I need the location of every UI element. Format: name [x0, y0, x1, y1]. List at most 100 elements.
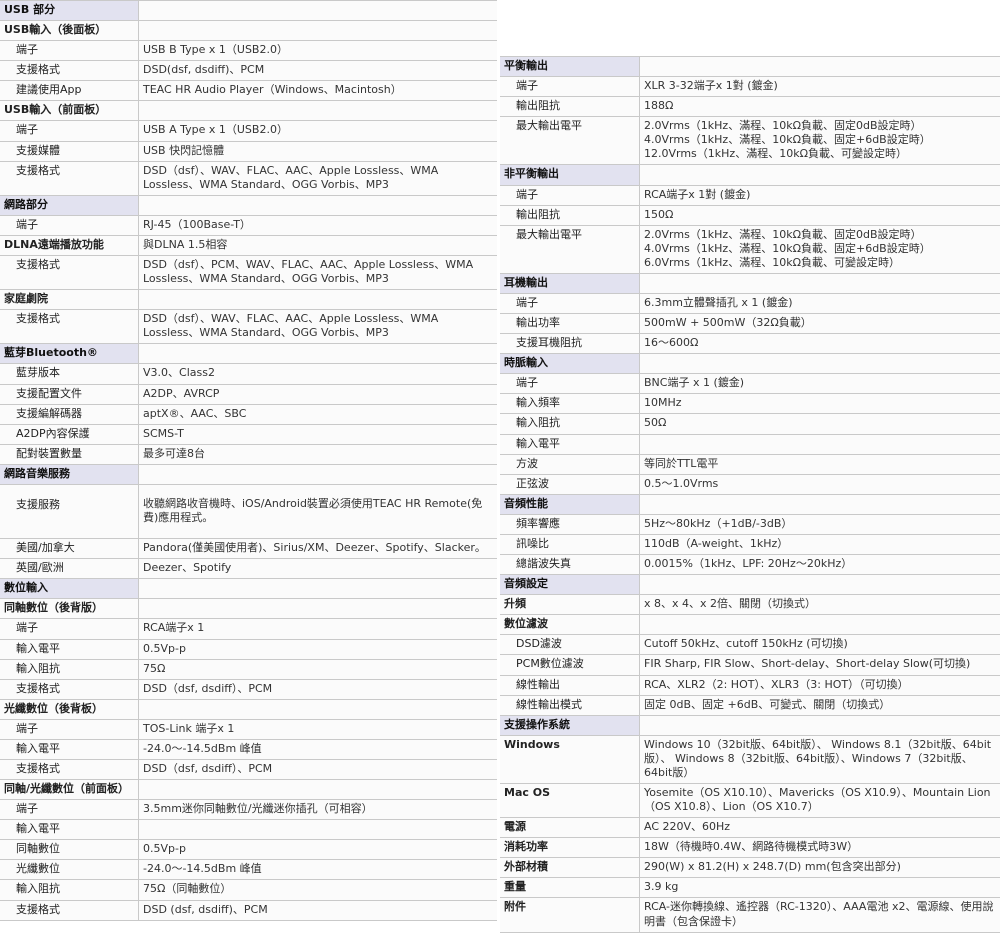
table-row: USB 部分 — [0, 1, 497, 21]
section-header-label: 同軸數位（後背版） — [0, 599, 139, 619]
spec-value-line: 6.0Vrms（1kHz、滿程、10kΩ負載、可變設定時） — [644, 256, 996, 270]
spec-value: DSD(dsf, dsdiff)、PCM — [139, 61, 498, 81]
spec-value — [640, 273, 1000, 293]
spec-value — [139, 820, 498, 840]
spec-value: Pandora(僅美國使用者)、Sirius/XM、Deezer、Spotify… — [139, 539, 498, 559]
section-header-label: DLNA遠端播放功能 — [0, 235, 139, 255]
spec-value — [139, 1, 498, 21]
spec-value: 50Ω — [640, 414, 1000, 434]
spec-label: Windows — [500, 735, 640, 783]
spec-label: 光纖數位 — [0, 860, 139, 880]
spec-label: 重量 — [500, 878, 640, 898]
spec-label: 支援格式 — [0, 759, 139, 779]
spec-value: TOS-Link 端子x 1 — [139, 719, 498, 739]
spec-value: 2.0Vrms（1kHz、滿程、10kΩ負載、固定0dB設定時）4.0Vrms（… — [640, 117, 1000, 165]
spec-value: 6.3mm立體聲插孔 x 1 (鍍金) — [640, 294, 1000, 314]
spec-value — [139, 699, 498, 719]
section-header-label: 光纖數位（後背板） — [0, 699, 139, 719]
section-header-label: 網路音樂服務 — [0, 464, 139, 484]
table-row: 網路音樂服務 — [0, 464, 497, 484]
spec-value — [139, 101, 498, 121]
spec-value: aptX®、AAC、SBC — [139, 404, 498, 424]
spec-value: 等同於TTL電平 — [640, 454, 1000, 474]
spec-value: 10MHz — [640, 394, 1000, 414]
spec-label: 端子 — [0, 800, 139, 820]
spec-value — [139, 21, 498, 41]
spec-value: 150Ω — [640, 205, 1000, 225]
spec-value: DSD（dsf）、PCM、WAV、FLAC、AAC、Apple Lossless… — [139, 256, 498, 290]
spec-value: 最多可達8台 — [139, 444, 498, 464]
spec-label: 正弦波 — [500, 474, 640, 494]
spec-value — [139, 464, 498, 484]
spec-label: 輸入電平 — [0, 739, 139, 759]
spec-value: Cutoff 50kHz、cutoff 150kHz (可切換) — [640, 635, 1000, 655]
spec-label: 支援配置文件 — [0, 384, 139, 404]
spec-label: 支援格式 — [0, 900, 139, 920]
spec-value: 110dB（A-weight、1kHz） — [640, 534, 1000, 554]
spec-value — [640, 494, 1000, 514]
spec-label: 外部材積 — [500, 858, 640, 878]
spec-label: 端子 — [500, 374, 640, 394]
spec-label: 端子 — [500, 185, 640, 205]
spec-label: 建議使用App — [0, 81, 139, 101]
spec-value — [640, 354, 1000, 374]
spec-value — [640, 575, 1000, 595]
spec-value-line: 2.0Vrms（1kHz、滿程、10kΩ負載、固定0dB設定時） — [644, 119, 996, 133]
spec-value-line: 4.0Vrms（1kHz、滿程、10kΩ負載、固定+6dB設定時） — [644, 133, 996, 147]
table-row: 輸入電平-24.0〜-14.5dBm 峰值 — [0, 739, 497, 759]
spec-value: Deezer、Spotify — [139, 559, 498, 579]
spec-label: 藍芽版本 — [0, 364, 139, 384]
spec-label: 輸入電平 — [0, 639, 139, 659]
spec-label: 輸入電平 — [0, 820, 139, 840]
table-row: 音頻設定 — [500, 575, 1000, 595]
spec-value: 18W（待機時0.4W、網路待機模式時3W） — [640, 838, 1000, 858]
section-header-label: 網路部分 — [0, 195, 139, 215]
spec-label: 附件 — [500, 898, 640, 932]
spec-value — [640, 57, 1000, 77]
spec-value: 與DLNA 1.5相容 — [139, 235, 498, 255]
spec-value: DSD（dsf）、WAV、FLAC、AAC、Apple Lossless、WMA… — [139, 161, 498, 195]
spec-value: DSD（dsf）、WAV、FLAC、AAC、Apple Lossless、WMA… — [139, 310, 498, 344]
spec-label: 線性輸出 — [500, 675, 640, 695]
spec-label: 總諧波失真 — [500, 555, 640, 575]
spec-value: DSD（dsf, dsdiff）、PCM — [139, 679, 498, 699]
spec-value: 0.5Vp-p — [139, 639, 498, 659]
spec-value — [139, 195, 498, 215]
section-header-label: USB輸入（後面板） — [0, 21, 139, 41]
table-row: USB輸入（前面板） — [0, 101, 497, 121]
spec-value: SCMS-T — [139, 424, 498, 444]
spec-value: 75Ω — [139, 659, 498, 679]
spec-value: RCA、XLR2（2: HOT）、XLR3（3: HOT）（可切換） — [640, 675, 1000, 695]
table-row: 輸入電平 — [0, 820, 497, 840]
spec-label: 輸出功率 — [500, 314, 640, 334]
spec-value: 16〜600Ω — [640, 334, 1000, 354]
section-header-label: 藍芽Bluetooth® — [0, 344, 139, 364]
spec-label: 方波 — [500, 454, 640, 474]
